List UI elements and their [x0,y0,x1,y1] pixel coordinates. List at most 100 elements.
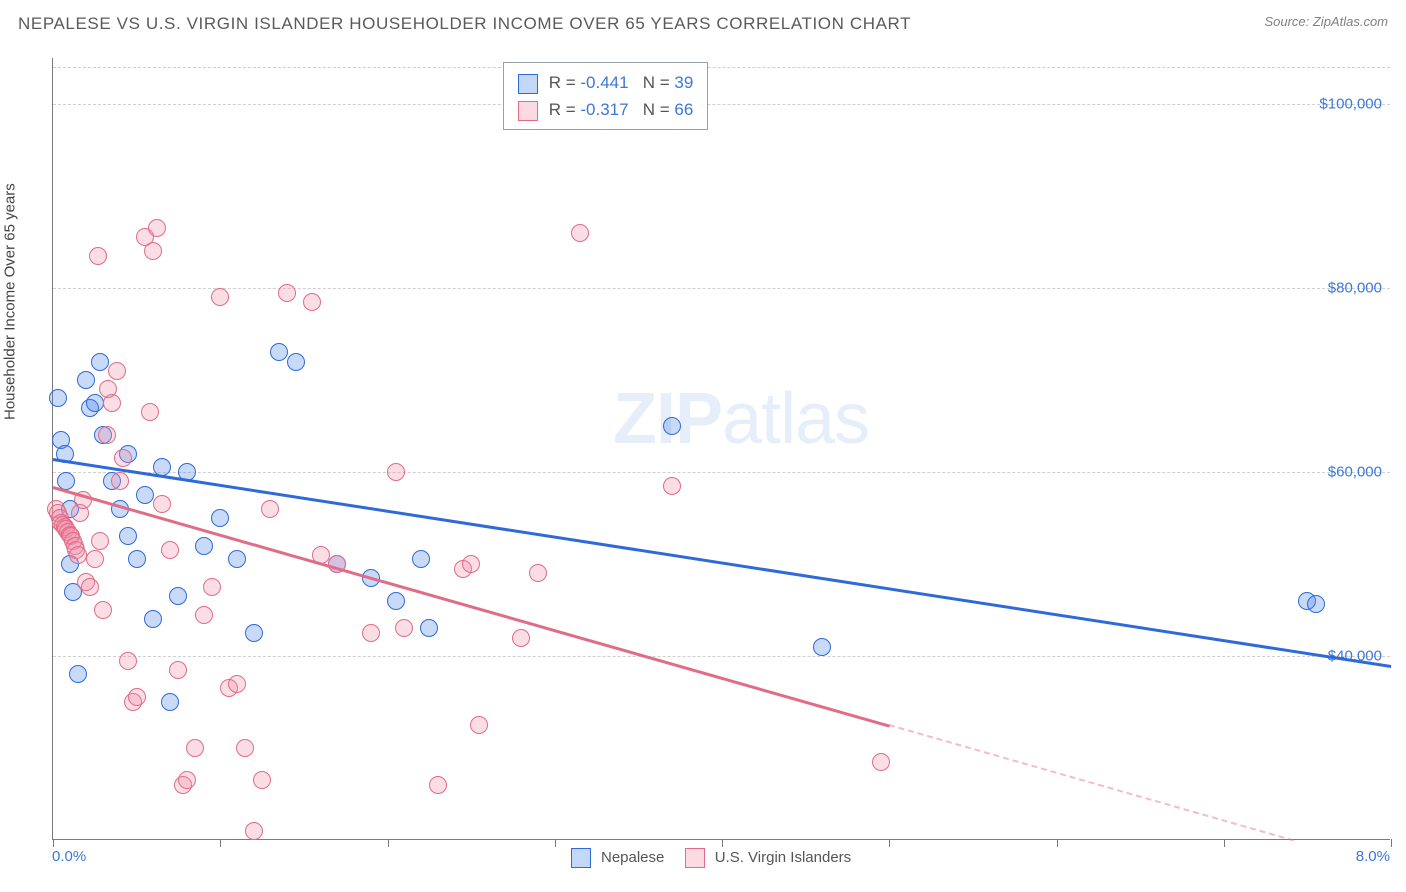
data-point [91,353,109,371]
data-point [169,661,187,679]
data-point [141,403,159,421]
data-point [99,380,117,398]
y-tick-label: $60,000 [1328,464,1382,481]
watermark-rest: atlas [722,379,869,459]
x-tick [388,839,389,847]
data-point [663,477,681,495]
data-point [49,389,67,407]
data-point [119,652,137,670]
source-label: Source: ZipAtlas.com [1264,14,1388,29]
data-point [387,463,405,481]
y-tick-label: $100,000 [1319,96,1382,113]
data-point [228,675,246,693]
data-point [303,293,321,311]
x-tick [555,839,556,847]
watermark: ZIPatlas [613,378,869,460]
data-point [98,426,116,444]
data-point [203,578,221,596]
data-point [161,541,179,559]
data-point [108,362,126,380]
x-tick [722,839,723,847]
data-point [128,688,146,706]
gridline [53,472,1390,473]
data-point [663,417,681,435]
stats-swatch-usvi [518,101,538,121]
data-point [161,693,179,711]
data-point [144,242,162,260]
gridline [53,288,1390,289]
data-point [91,532,109,550]
y-axis-label: Householder Income Over 65 years [2,183,19,420]
data-point [211,288,229,306]
data-point [77,371,95,389]
data-point [813,638,831,656]
plot-area: ZIPatlas $40,000$60,000$80,000$100,000 R… [52,58,1390,840]
data-point [462,555,480,573]
data-point [119,527,137,545]
swatch-usvi [685,848,705,868]
x-tick [1391,839,1392,847]
trend-line [889,724,1295,841]
x-tick [1224,839,1225,847]
data-point [114,449,132,467]
data-point [420,619,438,637]
swatch-nepalese [571,848,591,868]
legend-bottom: Nepalese U.S. Virgin Islanders [0,848,1406,868]
data-point [245,822,263,840]
x-tick [53,839,54,847]
data-point [571,224,589,242]
data-point [228,550,246,568]
data-point [69,665,87,683]
data-point [128,550,146,568]
correlation-stats-box: R = -0.441 N = 39 R = -0.317 N = 66 [503,62,708,130]
data-point [253,771,271,789]
data-point [872,753,890,771]
gridline [53,656,1390,657]
x-tick [220,839,221,847]
data-point [111,472,129,490]
legend-label-nepalese: Nepalese [601,849,664,866]
legend-label-usvi: U.S. Virgin Islanders [715,849,851,866]
data-point [512,629,530,647]
data-point [387,592,405,610]
data-point [153,495,171,513]
data-point [1307,595,1325,613]
data-point [81,578,99,596]
data-point [529,564,547,582]
data-point [136,486,154,504]
data-point [148,219,166,237]
data-point [86,550,104,568]
data-point [236,739,254,757]
x-tick [889,839,890,847]
data-point [245,624,263,642]
chart-header: NEPALESE VS U.S. VIRGIN ISLANDER HOUSEHO… [0,0,1406,50]
data-point [395,619,413,637]
data-point [362,624,380,642]
data-point [195,537,213,555]
data-point [470,716,488,734]
data-point [89,247,107,265]
data-point [86,394,104,412]
gridline [53,67,1390,68]
data-point [144,610,162,628]
chart-title: NEPALESE VS U.S. VIRGIN ISLANDER HOUSEHO… [18,14,1388,34]
data-point [412,550,430,568]
stats-row: R = -0.441 N = 39 [518,69,693,96]
data-point [195,606,213,624]
y-tick-label: $80,000 [1328,280,1382,297]
data-point [178,771,196,789]
stats-swatch-nepalese [518,74,538,94]
data-point [278,284,296,302]
data-point [270,343,288,361]
gridline [53,104,1390,105]
data-point [261,500,279,518]
data-point [69,546,87,564]
stats-row: R = -0.317 N = 66 [518,96,693,123]
data-point [186,739,204,757]
x-tick [1057,839,1058,847]
data-point [429,776,447,794]
data-point [169,587,187,605]
data-point [94,601,112,619]
data-point [211,509,229,527]
data-point [287,353,305,371]
